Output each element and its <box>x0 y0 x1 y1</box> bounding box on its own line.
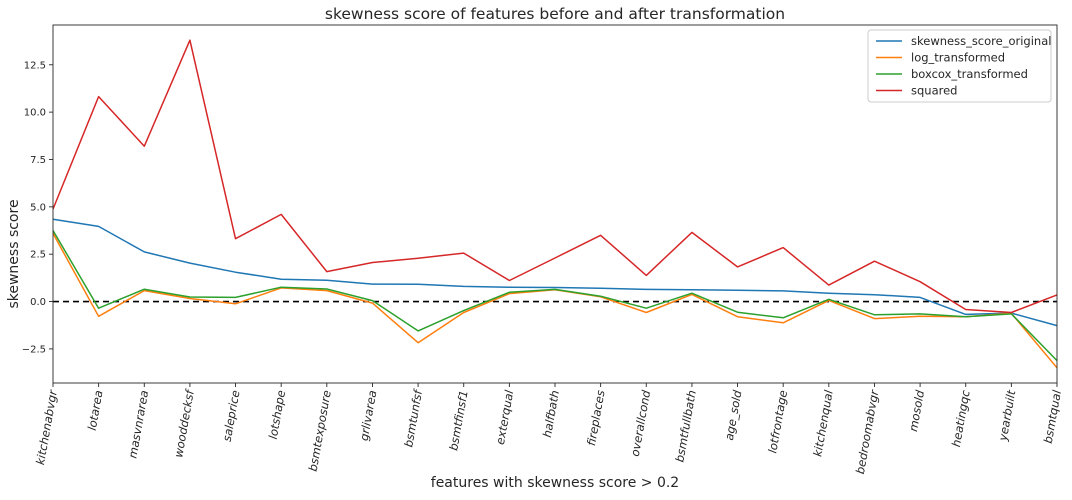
x-tick-label: fireplaces <box>584 389 608 447</box>
axis-ticks: −2.5 0.0 2.5 5.0 7.5 10.0 12.5 kitchenabvgr lota… <box>22 60 1064 475</box>
x-tick-label: heatingqc <box>949 388 973 448</box>
series-lines <box>52 39 1058 369</box>
y-tick-label: 12.5 <box>24 60 46 71</box>
series-line-squared <box>52 39 1058 314</box>
x-tick-label: bedroomabvgr <box>853 388 882 475</box>
y-tick-label: −2.5 <box>22 344 46 355</box>
x-tick-label: bsmtfinsf1 <box>446 389 470 452</box>
legend-label: log_transformed <box>911 51 1005 65</box>
y-tick-label: 10.0 <box>24 108 46 119</box>
x-tick-label: lotshape <box>266 389 288 440</box>
y-tick-label: 2.5 <box>30 250 46 261</box>
x-tick-label: bsmtexposure <box>306 389 334 472</box>
x-tick-label: bsmtunfsf <box>401 387 425 448</box>
x-tick-label: lotfrontage <box>765 389 790 454</box>
series-line-skewness_score_original <box>52 218 1058 327</box>
x-tick-label: saleprice <box>220 389 243 443</box>
y-tick-label: 0.0 <box>30 297 46 308</box>
x-tick-label: exterqual <box>493 388 516 445</box>
x-tick-label: grlivarea <box>357 389 380 442</box>
x-tick-label: age_sold <box>722 388 745 441</box>
x-axis-label: features with skewness score > 0.2 <box>431 475 679 491</box>
x-tick-label: mosold <box>906 388 927 432</box>
x-tick-label: lotarea <box>85 389 106 431</box>
x-tick-label: bsmtfullbath <box>672 389 698 463</box>
chart-title: skewness score of features before and af… <box>325 5 785 23</box>
x-tick-label: bsmtqual <box>1041 388 1064 444</box>
series-line-boxcox_transformed <box>52 230 1058 362</box>
y-tick-label: 5.0 <box>30 202 46 213</box>
y-axis-label: skewness score <box>6 199 22 308</box>
legend-label: boxcox_transformed <box>911 67 1028 81</box>
y-tick-label: 7.5 <box>30 155 46 166</box>
x-tick-label: kitchenabvgr <box>33 388 60 466</box>
legend-label: squared <box>911 84 957 98</box>
x-tick-label: wooddecksf <box>171 387 197 458</box>
legend: skewness_score_original log_transformedbo… <box>867 29 1052 103</box>
plot-area-frame <box>52 24 1058 384</box>
legend-label: skewness_score_original <box>911 34 1051 48</box>
x-tick-label: overallcond <box>628 388 654 457</box>
legend-box <box>867 29 1052 103</box>
x-tick-label: masvnrarea <box>125 389 151 459</box>
x-tick-label: yearbuilt <box>995 389 1018 443</box>
x-tick-label: halfbath <box>540 389 562 438</box>
x-tick-label: kitchenqual <box>810 388 836 457</box>
series-line-log_transformed <box>52 233 1058 369</box>
